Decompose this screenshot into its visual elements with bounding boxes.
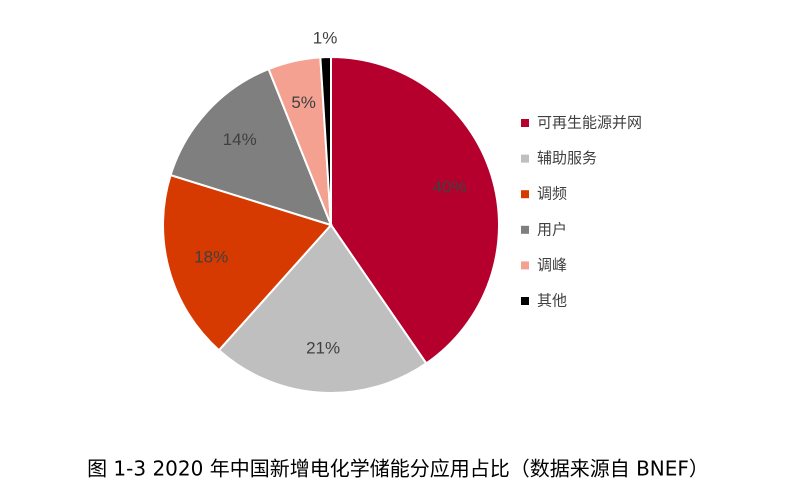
- legend-swatch: [521, 119, 529, 127]
- legend-label: 其他: [537, 292, 567, 310]
- pie-slice: [330, 55, 500, 365]
- legend-swatch: [521, 154, 529, 163]
- slice-label: 5%: [291, 93, 316, 112]
- pie-slice: [217, 223, 428, 394]
- pie-slice: [169, 67, 333, 227]
- legend-swatch: [521, 297, 529, 305]
- legend-swatch: [521, 190, 529, 199]
- legend-label: 调频: [537, 185, 567, 203]
- legend-label: 辅助服务: [537, 149, 597, 167]
- slice-label: 14%: [223, 130, 257, 149]
- legend-label: 用户: [537, 220, 567, 238]
- legend-swatch: [521, 261, 529, 270]
- pie-slice: [162, 173, 333, 352]
- caption: 图 1-3 2020 年中国新增电化学储能分应用占比（数据来源自 BNEF）: [87, 457, 709, 481]
- legend-label: 调峰: [537, 256, 567, 274]
- slice-label: 21%: [306, 339, 340, 358]
- slice-label: 18%: [194, 248, 228, 267]
- slice-label: 1%: [313, 29, 338, 48]
- legend-swatch: [521, 225, 529, 234]
- slice-label: 40%: [433, 178, 467, 197]
- pie-slice: [319, 55, 332, 226]
- legend-label: 可再生能源并网: [537, 114, 642, 132]
